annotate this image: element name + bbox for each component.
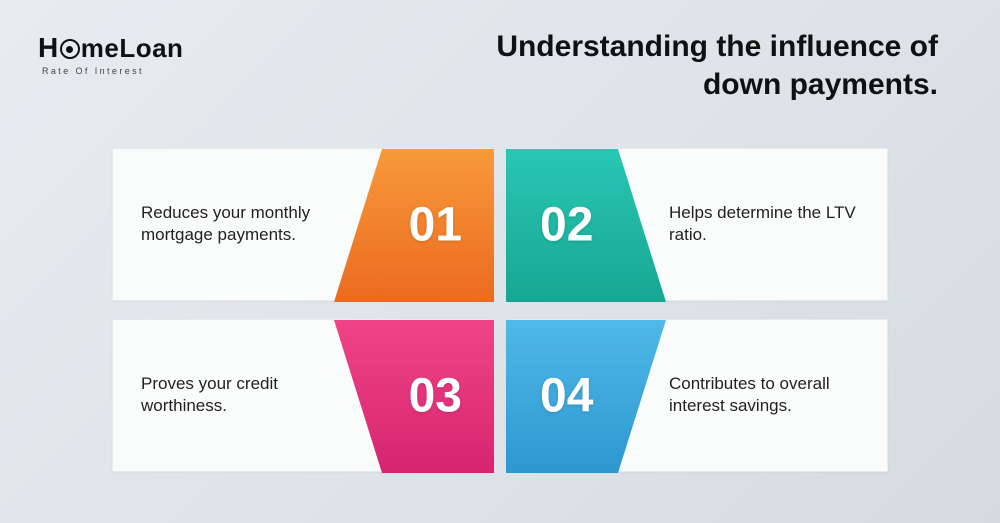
card-03: Proves your credit worthiness. 03 xyxy=(112,319,491,472)
card-01-text: Reduces your monthly mortgage payments. xyxy=(141,202,331,248)
logo-tagline: Rate Of Interest xyxy=(42,66,144,76)
card-04: Contributes to overall interest savings.… xyxy=(509,319,888,472)
card-04-number: 04 xyxy=(540,368,593,423)
card-01: Reduces your monthly mortgage payments. … xyxy=(112,148,491,301)
card-01-number: 01 xyxy=(409,197,462,252)
card-03-text: Proves your credit worthiness. xyxy=(141,373,331,419)
card-02-text: Helps determine the LTV ratio. xyxy=(669,202,859,248)
card-04-text: Contributes to overall interest savings. xyxy=(669,373,859,419)
card-02: Helps determine the LTV ratio. 02 xyxy=(509,148,888,301)
card-02-number: 02 xyxy=(540,197,593,252)
logo: HmeLoan Rate Of Interest xyxy=(38,32,183,76)
card-03-number: 03 xyxy=(409,368,462,423)
title-line-2: down payments. xyxy=(496,66,938,104)
page-title: Understanding the influence of down paym… xyxy=(496,28,938,103)
logo-wordmark: HmeLoan xyxy=(38,32,183,64)
cards-grid: Reduces your monthly mortgage payments. … xyxy=(112,148,888,472)
title-line-1: Understanding the influence of xyxy=(496,28,938,66)
